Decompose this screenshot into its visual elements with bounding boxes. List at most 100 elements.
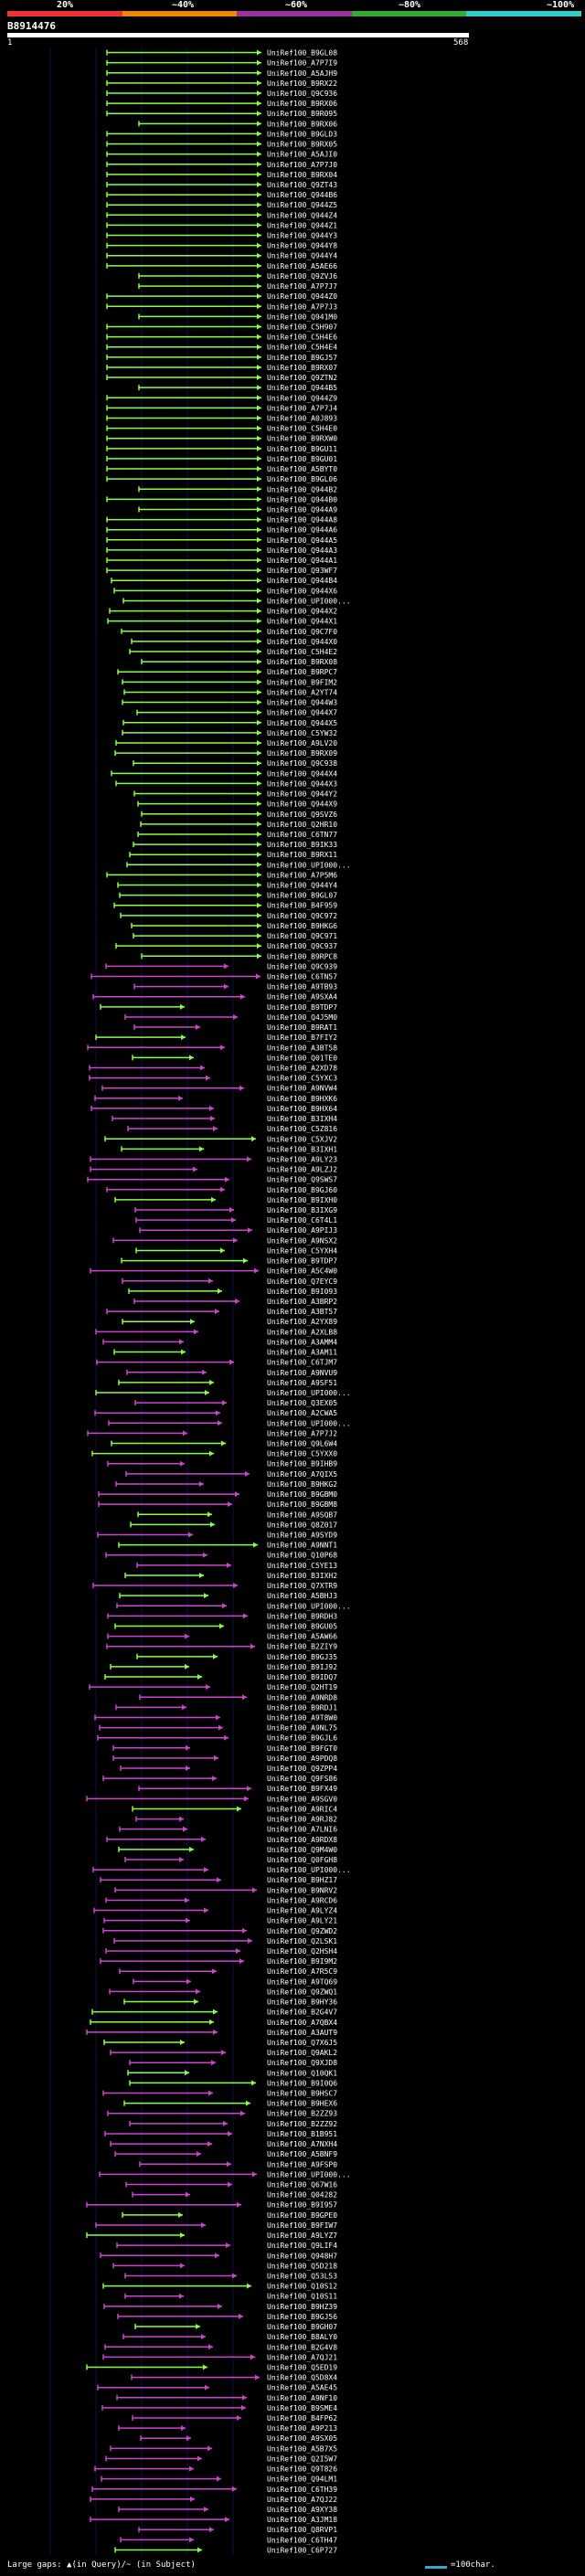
hit-label[interactable]: UniRef100_Q944A6 — [267, 526, 337, 535]
hit-label[interactable]: UniRef100_Q944Y2 — [267, 790, 337, 799]
hit-label[interactable]: UniRef100_B9HY36 — [267, 1998, 337, 2007]
hit-label[interactable]: UniRef100_Q944Y4 — [267, 882, 337, 890]
hit-label[interactable]: UniRef100_Q944Y8 — [267, 242, 337, 250]
hit-label[interactable]: UniRef100_B9RAT1 — [267, 1023, 337, 1032]
hit-label[interactable]: UniRef100_A9RDX8 — [267, 1836, 337, 1844]
hit-label[interactable]: UniRef100_C5YXH4 — [267, 1246, 337, 1255]
hit-label[interactable]: UniRef100_Q9C972 — [267, 912, 337, 920]
hit-label[interactable]: UniRef100_A9LYZ7 — [267, 2231, 337, 2240]
hit-label[interactable]: UniRef100_B9FGT0 — [267, 1744, 337, 1753]
hit-label[interactable]: UniRef100_A9LZJ2 — [267, 1166, 337, 1174]
hit-label[interactable]: UniRef100_B9HSC7 — [267, 2090, 337, 2098]
hit-label[interactable]: UniRef100_C6TH39 — [267, 2486, 337, 2494]
hit-label[interactable]: UniRef100_B2ZIY9 — [267, 1643, 337, 1651]
hit-label[interactable]: UniRef100_B9RX07 — [267, 364, 337, 372]
hit-label[interactable]: UniRef100_A7QJ22 — [267, 2496, 337, 2504]
hit-label[interactable]: UniRef100_A9P213 — [267, 2424, 337, 2433]
hit-label[interactable]: UniRef100_B2G4V8 — [267, 2343, 337, 2351]
hit-label[interactable]: UniRef100_Q9XJD8 — [267, 2059, 337, 2067]
hit-label[interactable]: UniRef100_B9RDH3 — [267, 1612, 337, 1620]
hit-label[interactable]: UniRef100_B9HXK6 — [267, 1095, 337, 1103]
hit-label[interactable]: UniRef100_A9PDQ8 — [267, 1754, 337, 1763]
hit-label[interactable]: UniRef100_A9SF51 — [267, 1379, 337, 1387]
hit-label[interactable]: UniRef100_Q9ZVJ6 — [267, 272, 337, 281]
hit-label[interactable]: UniRef100_C6P727 — [267, 2546, 337, 2554]
hit-label[interactable]: UniRef100_Q9C937 — [267, 942, 337, 950]
hit-label[interactable]: UniRef100_B9HKG6 — [267, 922, 337, 930]
hit-label[interactable]: UniRef100_A5C4W0 — [267, 1267, 337, 1276]
hit-label[interactable]: UniRef100_B9RX22 — [267, 80, 337, 88]
hit-label[interactable]: UniRef100_B8ALY0 — [267, 2333, 337, 2341]
hit-label[interactable]: UniRef100_Q9FS86 — [267, 1775, 337, 1783]
hit-label[interactable]: UniRef100_C5YW32 — [267, 729, 337, 737]
hit-label[interactable]: UniRef100_Q941M0 — [267, 313, 337, 321]
hit-label[interactable]: UniRef100_A3BT58 — [267, 1044, 337, 1052]
hit-label[interactable]: UniRef100_B9GLD3 — [267, 130, 337, 138]
hit-label[interactable]: UniRef100_Q944X9 — [267, 800, 337, 809]
hit-label[interactable]: UniRef100_Q2HSH4 — [267, 1947, 337, 1956]
hit-label[interactable]: UniRef100_A3JM18 — [267, 2516, 337, 2524]
hit-label[interactable]: UniRef100_Q944X1 — [267, 618, 337, 626]
hit-label[interactable]: UniRef100_A3BT57 — [267, 1308, 337, 1316]
hit-label[interactable]: UniRef100_B9IK33 — [267, 841, 337, 849]
hit-label[interactable]: UniRef100_A9TQ69 — [267, 1977, 337, 1986]
hit-label[interactable]: UniRef100_Q9LIF4 — [267, 2242, 337, 2250]
hit-label[interactable]: UniRef100_Q944X0 — [267, 638, 337, 646]
hit-label[interactable]: UniRef100_B9GJ57 — [267, 354, 337, 362]
hit-label[interactable]: UniRef100_Q9T826 — [267, 2465, 337, 2474]
hit-label[interactable]: UniRef100_A3AMM4 — [267, 1338, 337, 1346]
hit-label[interactable]: UniRef100_Q9ZWQ1 — [267, 1988, 337, 1996]
hit-label[interactable]: UniRef100_Q10S11 — [267, 2293, 337, 2301]
hit-label[interactable]: UniRef100_B9RDJ1 — [267, 1703, 337, 1712]
hit-label[interactable]: UniRef100_A5B7X5 — [267, 2444, 337, 2453]
hit-label[interactable]: UniRef100_B9HEX6 — [267, 2100, 337, 2108]
hit-label[interactable]: UniRef100_C5H4E6 — [267, 334, 337, 342]
hit-label[interactable]: UniRef100_A9NSX2 — [267, 1236, 337, 1245]
hit-label[interactable]: UniRef100_B9RX04 — [267, 171, 337, 179]
hit-label[interactable]: UniRef100_A7P5M6 — [267, 871, 337, 879]
hit-label[interactable]: UniRef100_B9GJL6 — [267, 1734, 337, 1743]
hit-label[interactable]: UniRef100_A7LNI6 — [267, 1826, 337, 1834]
hit-label[interactable]: UniRef100_UPI000... — [267, 861, 351, 869]
hit-label[interactable]: UniRef100_Q7EYC9 — [267, 1277, 337, 1286]
hit-label[interactable]: UniRef100_Q944Z5 — [267, 201, 337, 209]
hit-label[interactable]: UniRef100_Q944Z1 — [267, 221, 337, 229]
hit-label[interactable]: UniRef100_B9GL08 — [267, 49, 337, 58]
hit-label[interactable]: UniRef100_A5AW66 — [267, 1633, 337, 1641]
hit-label[interactable]: UniRef100_Q944A1 — [267, 557, 337, 565]
hit-label[interactable]: UniRef100_A9LY23 — [267, 1155, 337, 1163]
hit-label[interactable]: UniRef100_B9SME4 — [267, 2404, 337, 2412]
hit-label[interactable]: UniRef100_Q67W16 — [267, 2181, 337, 2189]
hit-label[interactable]: UniRef100_A9NVW4 — [267, 1085, 337, 1093]
hit-label[interactable]: UniRef100_A2YX89 — [267, 1318, 337, 1326]
hit-label[interactable]: UniRef100_Q93WF7 — [267, 567, 337, 575]
hit-label[interactable]: UniRef100_C6TN57 — [267, 973, 337, 981]
hit-label[interactable]: UniRef100_Q10QK1 — [267, 2069, 337, 2077]
hit-label[interactable]: UniRef100_B2ZZ93 — [267, 2110, 337, 2118]
hit-label[interactable]: UniRef100_Q9ZT43 — [267, 181, 337, 189]
hit-label[interactable]: UniRef100_Q944B0 — [267, 495, 337, 504]
hit-label[interactable]: UniRef100_A5BHJ3 — [267, 1592, 337, 1600]
hit-label[interactable]: UniRef100_A9RJ82 — [267, 1816, 337, 1824]
hit-label[interactable]: UniRef100_C6TN77 — [267, 831, 337, 839]
hit-label[interactable]: UniRef100_B9I9M2 — [267, 1957, 337, 1966]
hit-label[interactable]: UniRef100_C6TH47 — [267, 2536, 337, 2544]
hit-label[interactable]: UniRef100_A9NNT1 — [267, 1542, 337, 1550]
hit-label[interactable]: UniRef100_B9GU05 — [267, 1622, 337, 1630]
hit-label[interactable]: UniRef100_A9PIJ3 — [267, 1226, 337, 1235]
hit-label[interactable]: UniRef100_B9RPC8 — [267, 952, 337, 960]
hit-label[interactable]: UniRef100_B9FX49 — [267, 1785, 337, 1793]
hit-label[interactable]: UniRef100_Q944Z9 — [267, 394, 337, 402]
hit-label[interactable]: UniRef100_A7QJ21 — [267, 2353, 337, 2361]
hit-label[interactable]: UniRef100_Q2HT19 — [267, 1683, 337, 1691]
hit-label[interactable]: UniRef100_B9IJ92 — [267, 1663, 337, 1671]
hit-label[interactable]: UniRef100_A7P7J3 — [267, 302, 337, 311]
hit-label[interactable]: UniRef100_Q94LM1 — [267, 2475, 337, 2484]
hit-label[interactable]: UniRef100_Q9AKL2 — [267, 2049, 337, 2057]
hit-label[interactable]: UniRef100_A9RCD6 — [267, 1896, 337, 1904]
hit-label[interactable]: UniRef100_A9FSP0 — [267, 2160, 337, 2168]
hit-label[interactable]: UniRef100_B3IXH1 — [267, 1145, 337, 1153]
hit-label[interactable]: UniRef100_Q2HR10 — [267, 821, 337, 829]
hit-label[interactable]: UniRef100_Q9C7F0 — [267, 628, 337, 636]
hit-label[interactable]: UniRef100_Q944X4 — [267, 769, 337, 778]
